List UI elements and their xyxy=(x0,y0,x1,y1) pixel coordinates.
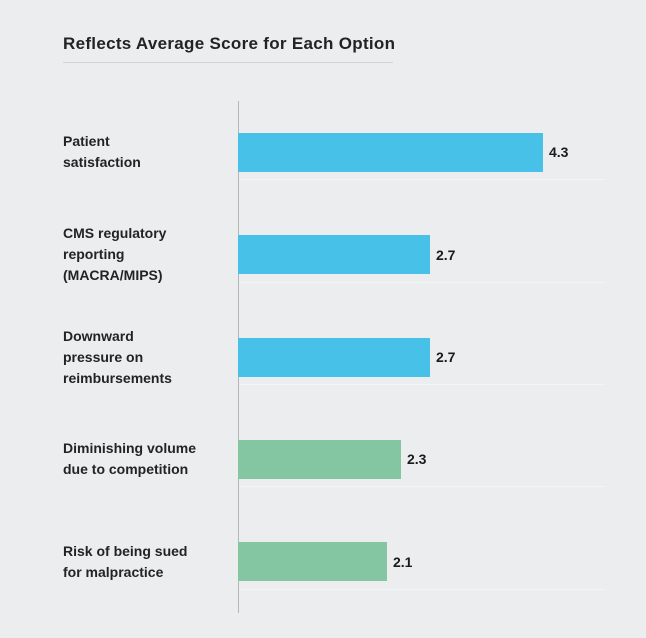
category-label: Risk of being sued for malpractice xyxy=(63,542,188,580)
bar-area: 2.7 xyxy=(238,203,646,305)
bar-row: Diminishing volume due to competition 2.… xyxy=(0,408,646,510)
category-label: Diminishing volume due to competition xyxy=(63,440,197,478)
category-label: Patient satisfaction xyxy=(63,133,141,171)
row-separator-line xyxy=(239,179,606,181)
value-label: 2.3 xyxy=(407,451,427,468)
bar-row: CMS regulatory reporting (MACRA/MIPS) 2.… xyxy=(0,203,646,305)
row-separator-line xyxy=(239,384,606,386)
value-label: 2.7 xyxy=(436,349,456,366)
bar-chart: Patient satisfaction 4.3 CMS regulatory … xyxy=(0,101,646,613)
row-separator-line xyxy=(239,588,606,590)
row-separator-line xyxy=(239,486,606,488)
bar-patient-satisfaction xyxy=(238,132,543,172)
bar-area: 2.7 xyxy=(238,306,646,408)
bar-area: 4.3 xyxy=(238,101,646,203)
bar-area: 2.3 xyxy=(238,408,646,510)
chart-rows: Patient satisfaction 4.3 CMS regulatory … xyxy=(0,101,646,613)
title-underline xyxy=(63,62,393,63)
bar-row: Downward pressure on reimbursements 2.7 xyxy=(0,306,646,408)
category-label: CMS regulatory reporting (MACRA/MIPS) xyxy=(63,225,167,284)
bar-row: Risk of being sued for malpractice 2.1 xyxy=(0,511,646,613)
category-label: Downward pressure on reimbursements xyxy=(63,327,172,386)
row-separator-line xyxy=(239,281,606,283)
bar-area: 2.1 xyxy=(238,511,646,613)
chart-title: Reflects Average Score for Each Option xyxy=(63,34,396,53)
bar-downward-pressure-reimbursements xyxy=(238,337,430,377)
bar-row: Patient satisfaction 4.3 xyxy=(0,101,646,203)
value-label: 2.1 xyxy=(393,553,413,570)
bar-diminishing-volume-competition xyxy=(238,439,401,479)
bar-risk-sued-malpractice xyxy=(238,542,387,582)
value-label: 2.7 xyxy=(436,246,456,263)
value-label: 4.3 xyxy=(549,144,569,161)
bar-cms-regulatory-reporting xyxy=(238,235,430,275)
